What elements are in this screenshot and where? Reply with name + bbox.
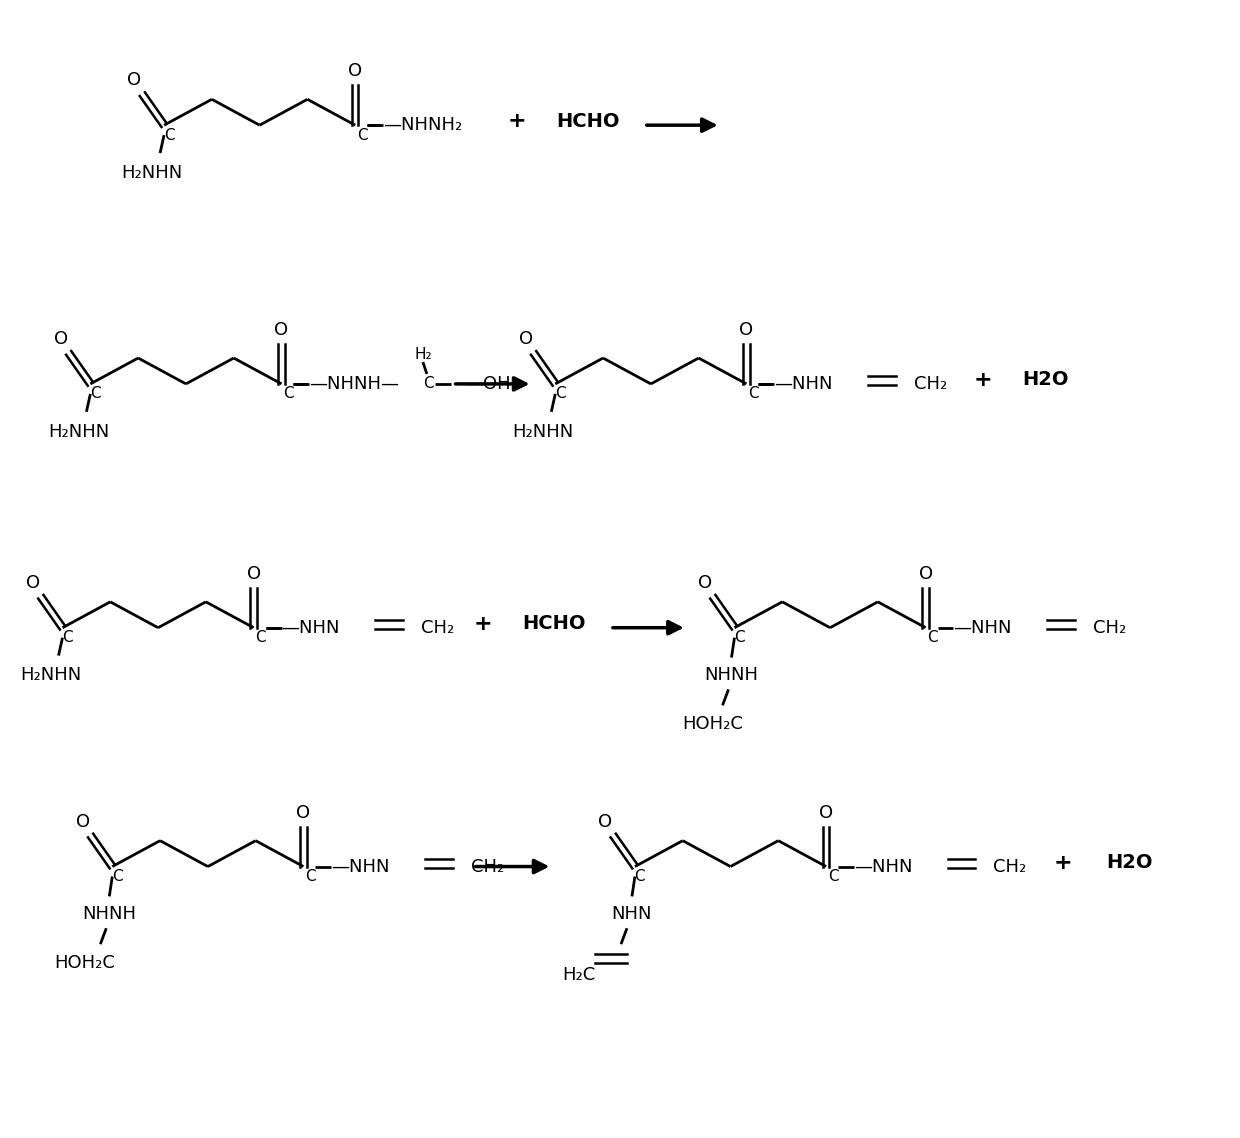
Text: O: O [53, 330, 68, 348]
Text: H₂NHN: H₂NHN [512, 422, 574, 440]
Text: —NHN: —NHN [281, 619, 340, 637]
Text: C: C [734, 630, 745, 645]
Text: O: O [128, 72, 141, 89]
Text: +: + [975, 370, 993, 390]
Text: O: O [818, 803, 833, 822]
Text: C: C [62, 630, 73, 645]
Text: C: C [748, 387, 759, 402]
Text: C: C [164, 127, 175, 142]
Text: CH₂: CH₂ [993, 858, 1027, 875]
Text: C: C [928, 630, 937, 645]
Text: +: + [507, 112, 526, 131]
Text: O: O [739, 321, 754, 339]
Text: CH₂: CH₂ [914, 374, 947, 393]
Text: O: O [698, 574, 712, 592]
Text: HCHO: HCHO [557, 112, 620, 131]
Text: —NHN: —NHN [954, 619, 1012, 637]
Text: C: C [283, 387, 294, 402]
Text: +: + [474, 613, 492, 634]
Text: HCHO: HCHO [522, 615, 587, 633]
Text: C: C [357, 127, 367, 142]
Text: O: O [518, 330, 533, 348]
Text: —NHNH—: —NHNH— [310, 374, 399, 393]
Text: —NHN: —NHN [774, 374, 833, 393]
Text: O: O [919, 564, 932, 583]
Text: H₂NHN: H₂NHN [48, 422, 109, 440]
Text: H₂C: H₂C [563, 966, 595, 984]
Text: C: C [91, 387, 100, 402]
Text: C: C [556, 387, 565, 402]
Text: O: O [76, 813, 89, 831]
Text: NHNH: NHNH [82, 906, 136, 923]
Text: —NHN: —NHN [854, 858, 913, 875]
Text: NHN: NHN [611, 906, 652, 923]
Text: —NHN: —NHN [331, 858, 389, 875]
Text: H₂NHN: H₂NHN [122, 164, 182, 182]
Text: C: C [305, 869, 316, 884]
Text: H₂: H₂ [414, 347, 432, 362]
Text: C: C [112, 869, 123, 884]
Text: NHNH: NHNH [704, 667, 759, 684]
Text: CH₂: CH₂ [420, 619, 454, 637]
Text: HOH₂C: HOH₂C [55, 954, 115, 972]
Text: C: C [424, 377, 434, 391]
Text: O: O [26, 574, 40, 592]
Text: O: O [247, 564, 260, 583]
Text: O: O [348, 63, 362, 81]
Text: H₂NHN: H₂NHN [20, 667, 81, 684]
Text: H2O: H2O [1022, 371, 1069, 389]
Text: CH₂: CH₂ [1092, 619, 1126, 637]
Text: O: O [274, 321, 289, 339]
Text: O: O [296, 803, 310, 822]
Text: H2O: H2O [1106, 854, 1153, 872]
Text: C: C [828, 869, 838, 884]
Text: +: + [1054, 852, 1073, 873]
Text: —NHNH₂: —NHNH₂ [383, 116, 463, 134]
Text: HOH₂C: HOH₂C [682, 716, 743, 733]
Text: C: C [635, 869, 645, 884]
Text: O: O [598, 813, 613, 831]
Text: CH₂: CH₂ [471, 858, 503, 875]
Text: —OH: —OH [465, 374, 511, 393]
Text: C: C [255, 630, 265, 645]
